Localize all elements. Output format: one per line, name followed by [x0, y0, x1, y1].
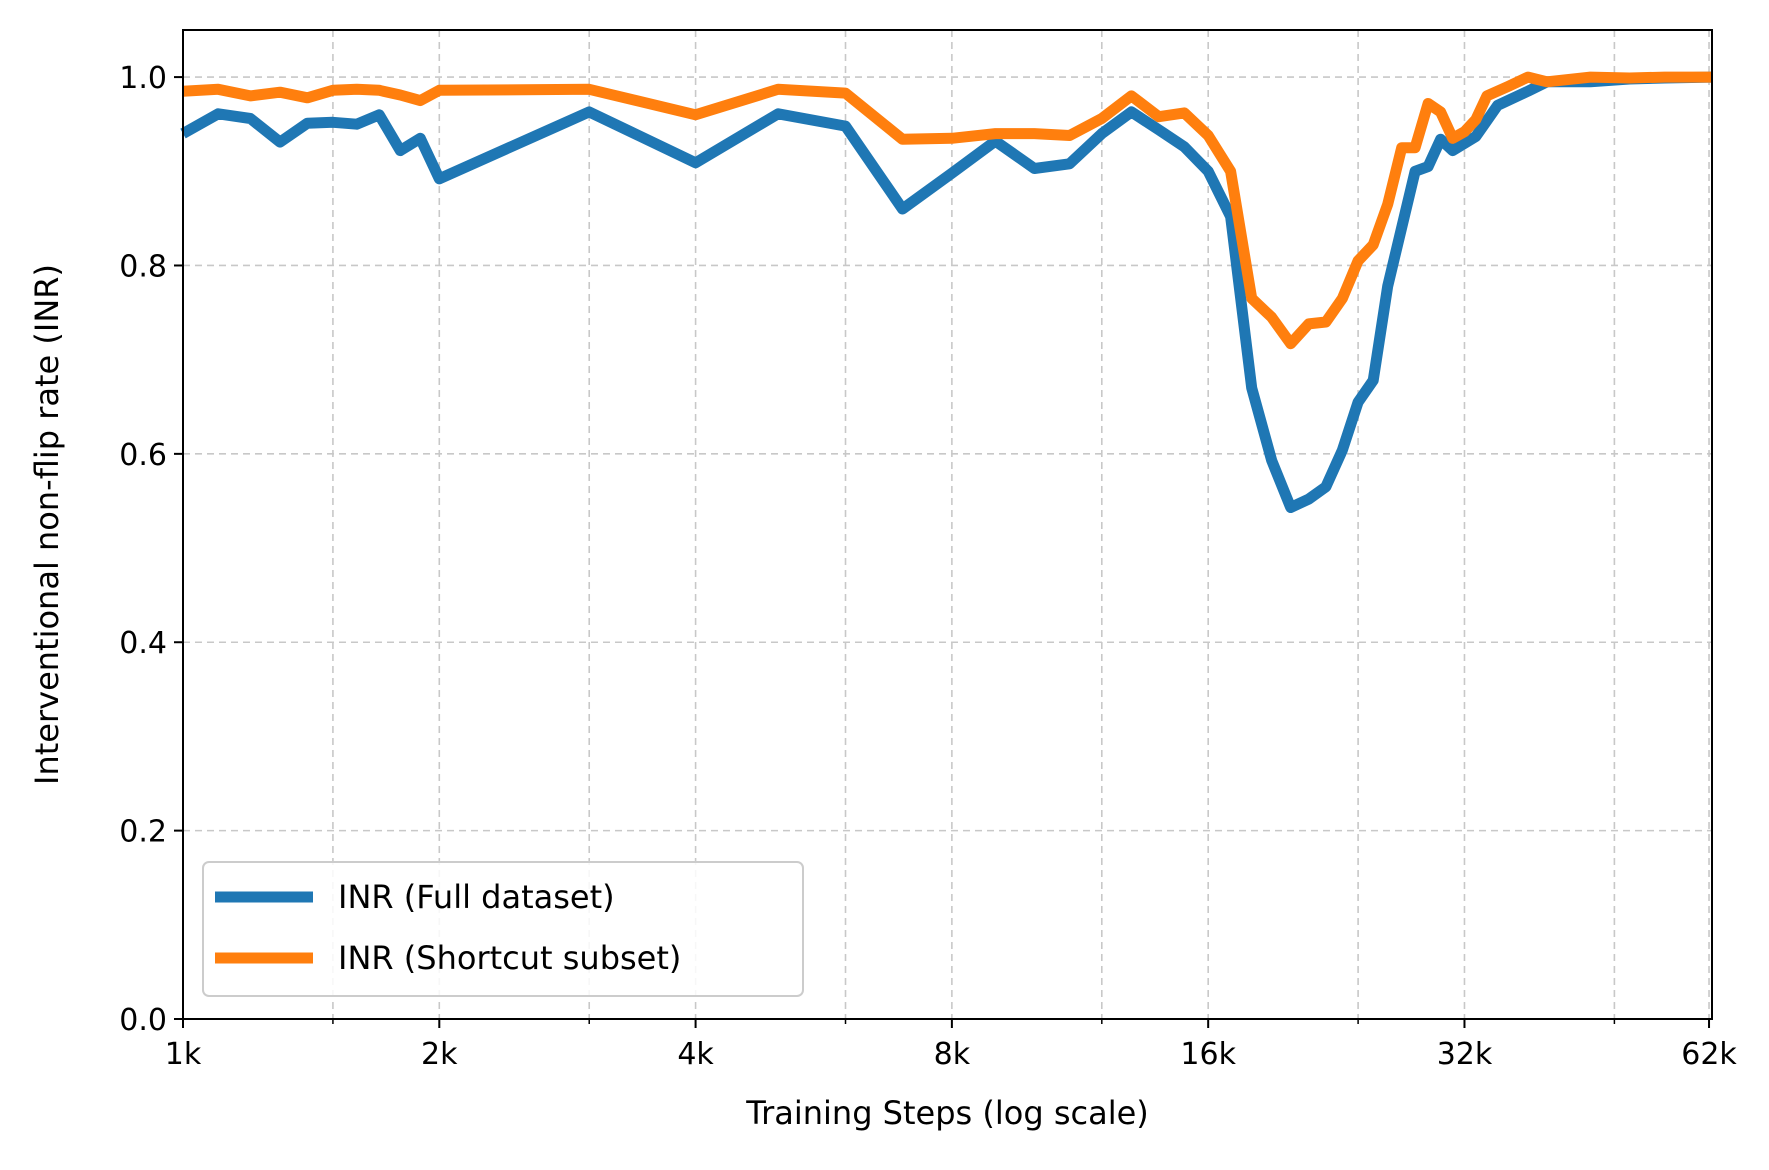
series-line-full-dataset — [180, 71, 1713, 513]
plot-frame — [182, 29, 1713, 1020]
legend-label-full-dataset: INR (Full dataset) — [338, 878, 615, 916]
x-tick-label: 2k — [421, 1037, 458, 1072]
grid — [182, 30, 1712, 1020]
legend: INR (Full dataset) INR (Shortcut subset) — [202, 861, 804, 997]
series-lines — [180, 71, 1713, 513]
legend-box — [202, 861, 804, 997]
y-axis-label: Interventional non-flip rate (INR) — [28, 264, 66, 785]
x-tick-label: 8k — [934, 1037, 971, 1072]
y-tick-label: 0.0 — [119, 1003, 167, 1038]
x-axis-label: Training Steps (log scale) — [745, 1094, 1149, 1132]
y-tick-label: 0.2 — [119, 815, 167, 850]
legend-label-shortcut-subset: INR (Shortcut subset) — [338, 939, 681, 977]
series-line-shortcut-subset — [182, 71, 1712, 350]
x-tick-label: 62k — [1681, 1037, 1737, 1072]
y-tick-label: 0.6 — [119, 438, 167, 473]
y-tick-label: 0.8 — [119, 249, 167, 284]
x-tick-label: 1k — [165, 1037, 202, 1072]
x-tick-label: 32k — [1437, 1037, 1493, 1072]
y-tick-label: 0.4 — [119, 626, 167, 661]
y-tick-label: 1.0 — [119, 61, 167, 96]
x-tick-label: 4k — [677, 1037, 714, 1072]
axis-ticks: 0.0 0.2 0.4 0.6 0.8 1.0 1k 2k 4k 8k 16k 32k 62k — [119, 61, 1737, 1072]
x-tick-label: 16k — [1180, 1037, 1236, 1072]
